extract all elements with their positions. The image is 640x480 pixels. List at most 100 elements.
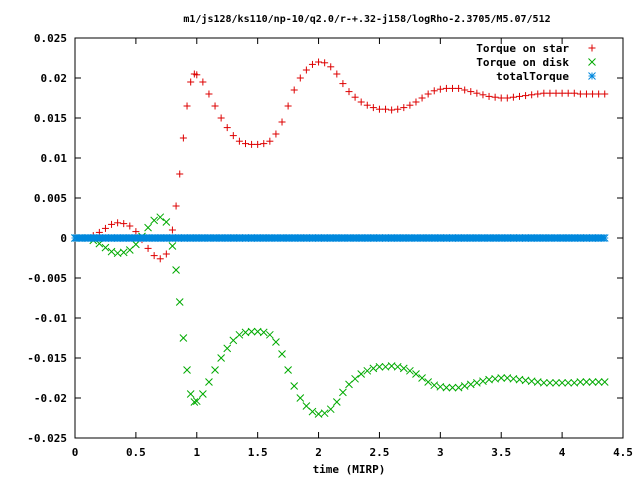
data-point-torque-on-disk — [217, 354, 225, 362]
data-point-torque-on-star — [284, 102, 292, 110]
data-point-torque-on-disk — [466, 380, 475, 389]
data-point-torque-on-disk — [594, 378, 603, 386]
data-point-torque-on-star — [375, 105, 383, 113]
y-tick-label: 0.015 — [34, 112, 67, 125]
data-point-torque-on-star — [351, 93, 359, 101]
x-tick-label: 1 — [193, 446, 200, 459]
data-point-torque-on-disk — [150, 216, 159, 225]
data-point-torque-on-disk — [326, 405, 335, 414]
data-point-torque-on-star — [223, 124, 231, 132]
data-point-torque-on-star — [430, 87, 438, 95]
data-point-torque-on-disk — [473, 378, 481, 387]
data-point-torque-on-star — [595, 90, 603, 98]
data-point-torque-on-disk — [588, 378, 597, 386]
data-point-torque-on-disk — [162, 218, 171, 226]
data-point-torque-on-star — [528, 91, 536, 99]
y-tick-label: -0.025 — [27, 432, 67, 445]
data-point-torque-on-star — [248, 140, 256, 148]
y-tick-label: -0.02 — [34, 392, 67, 405]
data-point-torque-on-disk — [369, 364, 378, 373]
series-totaltorque — [71, 234, 609, 242]
data-point-torque-on-star — [400, 104, 408, 112]
data-point-torque-on-disk — [375, 362, 384, 371]
data-point-torque-on-star — [369, 104, 377, 112]
legend-marker-torque-on-star — [588, 44, 596, 52]
data-point-torque-on-star — [570, 89, 578, 97]
data-point-torque-on-disk — [101, 243, 110, 252]
data-point-torque-on-disk — [406, 366, 414, 375]
data-point-torque-on-disk — [564, 378, 573, 387]
data-point-torque-on-star — [205, 90, 213, 98]
data-point-torque-on-star — [114, 219, 122, 227]
y-tick-label: 0 — [60, 232, 67, 245]
data-point-torque-on-star — [339, 80, 347, 88]
y-tick-label: 0.005 — [34, 192, 67, 205]
data-point-torque-on-disk — [393, 362, 402, 371]
data-point-torque-on-star — [176, 170, 184, 178]
data-point-torque-on-disk — [290, 382, 299, 390]
data-point-torque-on-star — [187, 78, 195, 86]
data-point-torque-on-disk — [259, 328, 268, 337]
chart-title: m1/js128/ks110/np-10/q2.0/r-+.32-j158/lo… — [183, 13, 550, 25]
data-point-torque-on-disk — [205, 378, 213, 386]
data-point-torque-on-disk — [296, 394, 305, 402]
data-point-torque-on-disk — [399, 364, 408, 373]
legend-label-totaltorque: totalTorque — [496, 70, 569, 83]
data-point-torque-on-disk — [454, 383, 463, 392]
data-point-torque-on-star — [485, 92, 493, 100]
data-point-torque-on-disk — [442, 383, 451, 392]
x-tick-label: 3.5 — [491, 446, 511, 459]
data-point-torque-on-disk — [132, 240, 140, 249]
data-point-torque-on-star — [509, 93, 517, 101]
data-point-torque-on-disk — [119, 248, 128, 257]
x-tick-label: 4.5 — [613, 446, 633, 459]
data-point-torque-on-star — [315, 58, 323, 66]
data-point-torque-on-star — [235, 137, 243, 145]
data-point-torque-on-star — [296, 74, 304, 82]
data-point-torque-on-star — [436, 85, 444, 93]
data-point-torque-on-star — [424, 90, 432, 98]
data-point-torque-on-star — [388, 106, 396, 114]
x-tick-label: 2.5 — [370, 446, 390, 459]
data-point-torque-on-star — [406, 101, 414, 109]
data-point-torque-on-disk — [156, 213, 165, 222]
data-point-torque-on-star — [552, 89, 560, 97]
data-point-torque-on-star — [150, 252, 158, 260]
data-point-torque-on-disk — [332, 398, 341, 406]
data-point-torque-on-star — [217, 114, 225, 122]
data-point-torque-on-star — [241, 140, 249, 148]
data-point-torque-on-disk — [168, 242, 177, 250]
data-point-torque-on-disk — [552, 378, 560, 387]
data-point-torque-on-disk — [175, 298, 184, 306]
data-point-torque-on-star — [108, 220, 116, 228]
data-point-totaltorque — [599, 234, 608, 242]
data-point-torque-on-disk — [192, 397, 201, 406]
data-point-torque-on-star — [546, 89, 554, 97]
data-point-torque-on-disk — [418, 374, 426, 382]
data-point-torque-on-disk — [272, 338, 280, 346]
data-point-torque-on-star — [522, 92, 530, 100]
y-tick-label: 0.025 — [34, 32, 67, 45]
data-point-torque-on-star — [449, 84, 457, 92]
data-point-torque-on-star — [266, 137, 274, 145]
data-point-torque-on-star — [345, 88, 353, 96]
series-torque-on-disk — [71, 213, 609, 418]
data-point-torque-on-disk — [278, 350, 286, 358]
data-point-torque-on-disk — [320, 409, 329, 418]
data-marks — [71, 58, 609, 418]
data-point-torque-on-disk — [424, 378, 433, 386]
data-point-torque-on-disk — [144, 223, 152, 232]
data-point-torque-on-star — [308, 60, 316, 68]
data-point-torque-on-star — [120, 220, 128, 228]
data-point-torque-on-disk — [576, 378, 585, 386]
data-point-torque-on-star — [290, 86, 298, 94]
legend-marker-totaltorque — [588, 72, 596, 80]
data-point-torque-on-disk — [95, 239, 104, 248]
data-point-torque-on-disk — [308, 407, 317, 416]
data-point-torque-on-disk — [125, 246, 134, 254]
x-tick-label: 0 — [72, 446, 79, 459]
data-point-torque-on-star — [168, 226, 176, 234]
data-point-torque-on-star — [601, 90, 609, 98]
